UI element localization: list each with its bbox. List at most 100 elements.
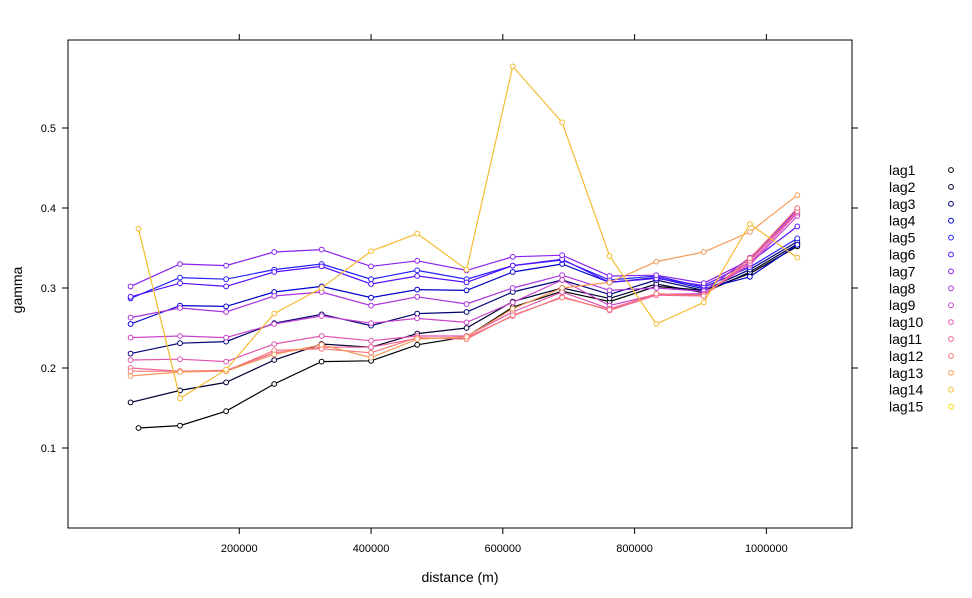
x-tick-label: 1000000 bbox=[745, 543, 788, 555]
data-point bbox=[223, 283, 230, 290]
series-line-lag7 bbox=[130, 209, 798, 287]
legend-label: lag8 bbox=[889, 280, 916, 296]
data-point bbox=[746, 221, 753, 227]
data-point bbox=[559, 277, 566, 283]
data-point bbox=[223, 262, 230, 269]
legend-label: lag7 bbox=[889, 263, 916, 279]
data-point bbox=[653, 321, 660, 327]
data-point bbox=[135, 425, 142, 431]
legend-item-lag3: lag3 bbox=[889, 196, 954, 212]
series-lag7 bbox=[127, 206, 801, 290]
x-axis-ticks: 200000 400000 600000 800000 1000000 bbox=[221, 34, 788, 555]
data-point bbox=[509, 262, 516, 269]
legend-item-lag8: lag8 bbox=[889, 280, 954, 296]
data-point bbox=[559, 272, 566, 279]
data-point bbox=[271, 357, 278, 363]
data-point bbox=[368, 294, 374, 301]
data-point bbox=[653, 285, 660, 291]
data-point bbox=[559, 285, 566, 291]
legend-label: lag11 bbox=[889, 331, 922, 347]
data-point bbox=[606, 273, 613, 279]
legend-label: lag10 bbox=[889, 314, 923, 330]
data-point bbox=[318, 341, 325, 348]
data-point bbox=[223, 334, 230, 341]
plot-frame bbox=[67, 39, 853, 529]
data-point bbox=[223, 408, 230, 415]
legend-item-lag14: lag14 bbox=[889, 382, 954, 398]
data-point bbox=[223, 358, 230, 365]
data-point bbox=[177, 274, 183, 281]
legend-item-lag2: lag2 bbox=[889, 179, 954, 195]
data-point bbox=[127, 314, 134, 321]
y-axis-ticks: 0.1 0.2 0.3 0.4 0.5 bbox=[41, 123, 858, 455]
data-point bbox=[368, 344, 374, 351]
data-point bbox=[318, 246, 325, 253]
data-point bbox=[653, 272, 660, 279]
data-point bbox=[368, 248, 374, 255]
data-point bbox=[700, 249, 707, 255]
legend-item-lag4: lag4 bbox=[889, 213, 954, 229]
data-point bbox=[606, 287, 613, 294]
series-line-lag8 bbox=[130, 213, 798, 319]
data-point bbox=[368, 354, 374, 361]
data-point bbox=[463, 279, 470, 286]
data-point bbox=[606, 253, 613, 259]
data-point bbox=[746, 229, 753, 235]
data-point bbox=[318, 333, 325, 339]
legend-item-lag5: lag5 bbox=[889, 230, 954, 246]
data-point bbox=[177, 340, 183, 347]
data-point bbox=[463, 309, 470, 315]
y-axis-title: gamma bbox=[9, 266, 25, 313]
legend-label: lag15 bbox=[889, 399, 923, 415]
legend-label: lag1 bbox=[889, 162, 916, 178]
data-point bbox=[271, 321, 278, 327]
legend-marker bbox=[948, 336, 954, 342]
data-point bbox=[509, 305, 516, 312]
series-lag9 bbox=[127, 213, 801, 341]
series-layer bbox=[127, 63, 801, 431]
series-line-lag9 bbox=[130, 215, 798, 339]
data-point bbox=[463, 319, 470, 326]
legend-label: lag6 bbox=[889, 247, 916, 263]
data-point bbox=[127, 283, 134, 290]
legend-marker bbox=[948, 285, 954, 292]
data-point bbox=[223, 276, 230, 283]
legend-marker bbox=[948, 403, 954, 410]
data-point bbox=[794, 223, 801, 230]
data-point bbox=[318, 285, 325, 291]
data-point bbox=[653, 290, 660, 297]
data-point bbox=[177, 369, 183, 375]
data-point bbox=[127, 350, 134, 357]
data-point bbox=[271, 341, 278, 347]
x-axis-title: distance (m) bbox=[421, 569, 498, 585]
legend-marker bbox=[948, 184, 954, 190]
legend-label: lag13 bbox=[889, 365, 923, 381]
data-point bbox=[414, 341, 421, 348]
data-point bbox=[127, 334, 134, 341]
data-point bbox=[177, 280, 183, 287]
data-point bbox=[177, 356, 183, 363]
data-point bbox=[368, 349, 374, 356]
data-point bbox=[700, 299, 707, 306]
legend-item-lag10: lag10 bbox=[889, 314, 954, 330]
legend-marker bbox=[948, 386, 954, 393]
data-point bbox=[127, 373, 134, 379]
data-point bbox=[559, 119, 566, 126]
series-lag14 bbox=[135, 63, 801, 402]
legend-marker bbox=[948, 268, 954, 275]
data-point bbox=[177, 395, 183, 402]
legend-marker bbox=[948, 167, 954, 173]
data-point bbox=[463, 266, 470, 273]
legend-label: lag9 bbox=[889, 297, 916, 313]
x-tick-label: 800000 bbox=[616, 543, 653, 555]
data-point bbox=[127, 399, 134, 406]
data-point bbox=[606, 306, 613, 313]
legend-item-lag15: lag15 bbox=[889, 399, 954, 415]
data-point bbox=[463, 325, 470, 331]
data-point bbox=[271, 269, 278, 275]
data-point bbox=[368, 263, 374, 270]
data-point bbox=[509, 63, 516, 70]
data-point bbox=[463, 333, 470, 340]
legend-item-lag9: lag9 bbox=[889, 297, 954, 313]
data-point bbox=[271, 351, 278, 358]
